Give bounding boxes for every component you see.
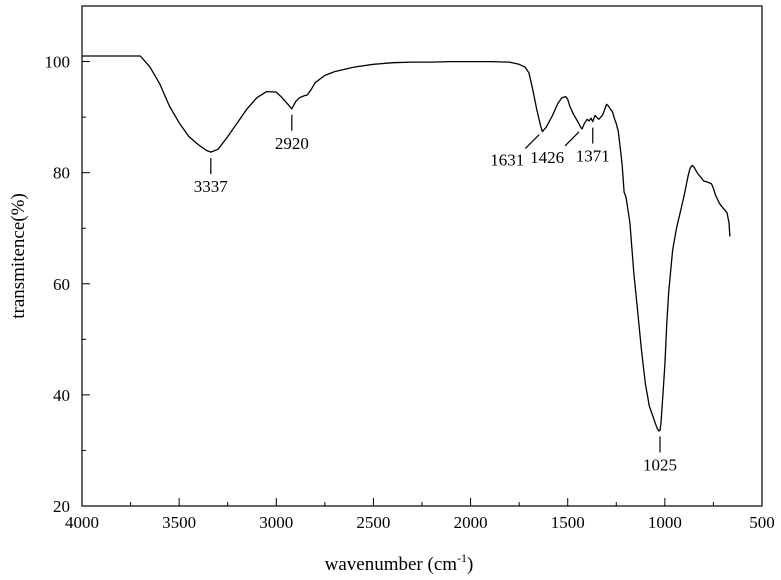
peak-label: 1426: [530, 148, 564, 167]
x-tick-label: 2000: [454, 513, 488, 532]
annotation-leader: [564, 131, 580, 147]
peak-label: 1631: [490, 151, 524, 170]
x-axis-title-superscript: -1: [457, 551, 467, 565]
peak-label: 2920: [275, 134, 309, 153]
transmittance-line: [82, 55, 731, 432]
y-axis-ticks: 20 40 60 80 100: [45, 53, 90, 516]
x-axis-title: wavenumber (cm-1): [325, 551, 474, 575]
y-tick-label: 80: [53, 164, 70, 183]
x-tick-label: 1000: [648, 513, 682, 532]
x-tick-label: 500: [749, 513, 775, 532]
y-tick-label: 60: [53, 275, 70, 294]
peak-label: 1025: [643, 455, 677, 474]
x-tick-label: 1500: [551, 513, 585, 532]
x-axis-ticks: 4000 3500 3000 2500 2000 1500 1000 500: [65, 498, 775, 532]
peak-label: 1371: [576, 147, 610, 166]
x-tick-label: 3000: [259, 513, 293, 532]
x-tick-label: 4000: [65, 513, 99, 532]
x-tick-label: 2500: [356, 513, 390, 532]
y-tick-label: 20: [53, 497, 70, 516]
annotation-leader: [524, 134, 540, 149]
y-tick-label: 100: [45, 53, 71, 72]
x-tick-label: 3500: [162, 513, 196, 532]
y-tick-label: 40: [53, 386, 70, 405]
y-axis-title: transmitence(%): [8, 193, 29, 319]
peak-label: 3337: [194, 177, 229, 196]
peak-annotations: 3337 2920 1631 1426 1371 1025: [194, 114, 677, 474]
